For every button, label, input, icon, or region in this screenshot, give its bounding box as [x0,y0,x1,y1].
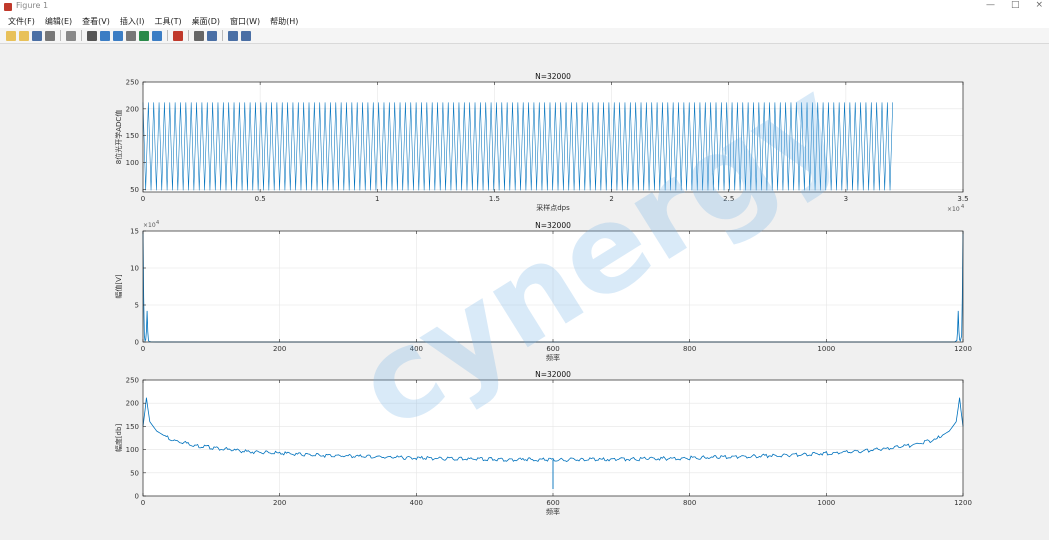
axes-panel-1: 0 0.5 1 1.5 2 2.5 3 3.5 50 100 150 200 250 N=32000 采样点… [114,72,969,213]
window-controls: — □ × [986,0,1043,14]
zoom-out-icon[interactable] [100,31,110,41]
y-tick-label: 5 [135,302,139,310]
figure-canvas: 0 0.5 1 1.5 2 2.5 3 3.5 50 100 150 200 250 N=32000 采样点… [0,45,1049,540]
x-tick-label: 600 [546,345,559,353]
y-tick-label: 10 [130,265,139,273]
close-button[interactable]: × [1035,0,1043,14]
x-axis-label: 频率 [546,507,560,516]
figure-toolbar [0,28,1049,44]
y-tick-label: 200 [126,400,139,408]
link-plot-icon[interactable] [173,31,183,41]
maximize-button[interactable]: □ [1011,0,1020,14]
y-tick-label: 0 [135,339,139,347]
y-tick-label: 150 [126,132,139,140]
x-tick-label: 0 [141,499,145,507]
menu-help[interactable]: 帮助(H) [270,16,298,27]
menu-file[interactable]: 文件(F) [8,16,35,27]
y-axis-label: 幅度[db] [114,424,123,453]
x-tick-label: 3 [844,195,848,203]
print-icon[interactable] [45,31,55,41]
matlab-figure-icon [4,3,12,11]
insert-colorbar-icon[interactable] [194,31,204,41]
new-figure-icon[interactable] [6,31,16,41]
x-tick-label: 200 [273,499,286,507]
menu-edit[interactable]: 编辑(E) [45,16,72,27]
y-tick-label: 0 [135,493,139,501]
y-axis-label: 幅值[V] [114,274,123,299]
x-tick-label: 200 [273,345,286,353]
x-tick-label: 1200 [954,499,972,507]
x-tick-label: 1.5 [489,195,500,203]
axes-panel-2: 0 200 400 600 800 1000 1200 0 5 10 15 N=32000 频率 幅值[V… [114,220,972,362]
rotate-3d-icon[interactable] [126,31,136,41]
toolbar-separator [222,30,223,41]
y-exponent-power: 4 [156,220,159,226]
x-exponent-power: 4 [961,204,964,210]
y-tick-label: 150 [126,423,139,431]
hide-plot-tools-icon[interactable] [228,31,238,41]
toolbar-separator [167,30,168,41]
x-tick-label: 400 [410,345,423,353]
zoom-in-icon[interactable] [87,31,97,41]
x-tick-label: 3.5 [957,195,968,203]
toolbar-separator [81,30,82,41]
axes-panel-3: 0 200 400 600 800 1000 1200 0 50 100 150 200 250 N=32… [114,370,972,516]
toolbar-separator [60,30,61,41]
x-tick-label: 400 [410,499,423,507]
insert-legend-icon[interactable] [207,31,217,41]
x-axis-label: 频率 [546,353,560,362]
axes-title: N=32000 [535,370,571,379]
x-tick-label: 0 [141,345,145,353]
window-titlebar: Figure 1 — □ × [0,0,1049,14]
x-tick-label: 800 [683,345,696,353]
y-tick-label: 100 [126,159,139,167]
data-cursor-icon[interactable] [139,31,149,41]
menu-desktop[interactable]: 桌面(D) [192,16,220,27]
axes-title: N=32000 [535,72,571,81]
window-title: Figure 1 [16,1,48,10]
x-tick-label: 1000 [817,499,835,507]
x-tick-label: 1200 [954,345,972,353]
open-file-icon[interactable] [19,31,29,41]
x-tick-label: 2 [609,195,613,203]
x-tick-label: 2.5 [723,195,734,203]
y-axis-label: 8位光开学ADC值 [114,110,123,165]
x-tick-label: 0.5 [255,195,266,203]
x-exponent-label: ×10 [947,206,960,213]
pan-icon[interactable] [113,31,123,41]
save-icon[interactable] [32,31,42,41]
y-tick-label: 15 [130,228,139,236]
plots-svg: 0 0.5 1 1.5 2 2.5 3 3.550100150200250N=32000采样点… [0,45,1049,540]
axes-title: N=32000 [535,221,571,230]
menu-window[interactable]: 窗口(W) [230,16,260,27]
menu-tools[interactable]: 工具(T) [154,16,181,27]
y-tick-label: 250 [126,377,139,385]
x-tick-label: 0 [141,195,145,203]
brush-icon[interactable] [152,31,162,41]
minimize-button[interactable]: — [986,0,995,14]
y-tick-label: 100 [126,446,139,454]
toolbar-separator [188,30,189,41]
y-tick-label: 200 [126,105,139,113]
x-tick-label: 600 [546,499,559,507]
menu-bar: 文件(F) 编辑(E) 查看(V) 插入(I) 工具(T) 桌面(D) 窗口(W… [0,14,1049,28]
y-tick-label: 50 [130,186,139,194]
y-tick-label: 250 [126,79,139,87]
show-plot-tools-icon[interactable] [241,31,251,41]
menu-view[interactable]: 查看(V) [82,16,110,27]
x-tick-label: 1 [375,195,379,203]
x-tick-label: 1000 [817,345,835,353]
x-tick-label: 800 [683,499,696,507]
pointer-icon[interactable] [66,31,76,41]
y-tick-label: 50 [130,469,139,477]
menu-insert[interactable]: 插入(I) [120,16,145,27]
x-axis-label: 采样点dps [536,203,570,212]
y-exponent-label: ×10 [143,222,156,229]
